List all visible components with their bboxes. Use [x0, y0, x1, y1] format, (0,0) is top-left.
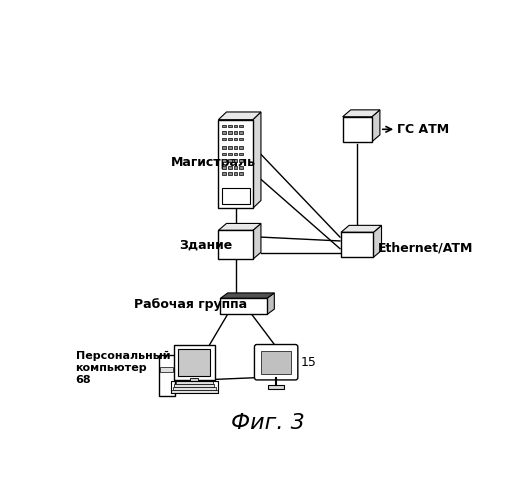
Bar — [240, 160, 243, 162]
Bar — [222, 172, 226, 175]
Text: Рабочая группа: Рабочая группа — [134, 298, 247, 311]
Text: Магистраль: Магистраль — [170, 156, 256, 168]
Bar — [178, 349, 210, 376]
Bar — [222, 124, 226, 128]
Text: ГС АТМ: ГС АТМ — [397, 123, 449, 136]
Bar — [228, 153, 232, 156]
Bar — [174, 384, 214, 387]
Bar — [268, 384, 285, 389]
Polygon shape — [219, 224, 261, 230]
Bar — [240, 166, 243, 168]
Bar — [222, 153, 226, 156]
Bar — [234, 160, 237, 162]
Bar — [234, 138, 237, 140]
Bar — [219, 120, 253, 208]
Bar — [176, 382, 213, 384]
Bar — [222, 188, 249, 204]
Bar — [222, 166, 226, 168]
Polygon shape — [372, 110, 380, 142]
Bar — [158, 356, 175, 396]
Text: Ethernet/ATM: Ethernet/ATM — [378, 242, 473, 254]
Bar — [174, 345, 214, 380]
Bar — [234, 131, 237, 134]
Bar — [228, 146, 232, 149]
Bar — [234, 146, 237, 149]
Bar — [240, 146, 243, 149]
Bar — [234, 124, 237, 128]
Bar — [219, 230, 253, 259]
Polygon shape — [253, 112, 261, 208]
Bar — [240, 131, 243, 134]
Bar — [190, 378, 198, 382]
Polygon shape — [343, 110, 380, 117]
Polygon shape — [267, 293, 275, 314]
Bar — [228, 172, 232, 175]
Text: Фиг. 3: Фиг. 3 — [231, 414, 305, 434]
Bar — [228, 166, 232, 168]
Bar — [171, 382, 218, 393]
Bar — [171, 390, 218, 393]
Polygon shape — [341, 226, 382, 232]
Bar — [228, 131, 232, 134]
Bar — [222, 131, 226, 134]
Bar — [234, 153, 237, 156]
Text: Здание: Здание — [179, 238, 232, 252]
Polygon shape — [373, 226, 382, 258]
Bar — [240, 124, 243, 128]
Bar — [160, 367, 173, 372]
Bar — [343, 117, 372, 142]
Text: Персональный
компьютер
68: Персональный компьютер 68 — [75, 352, 170, 384]
Polygon shape — [219, 112, 261, 120]
Bar — [173, 387, 216, 390]
Bar — [234, 166, 237, 168]
Bar — [234, 172, 237, 175]
Bar — [222, 160, 226, 162]
Text: 15: 15 — [300, 356, 316, 368]
Bar — [240, 153, 243, 156]
FancyBboxPatch shape — [255, 344, 298, 380]
Polygon shape — [253, 224, 261, 259]
Bar — [222, 138, 226, 140]
Bar — [240, 138, 243, 140]
Bar — [240, 172, 243, 175]
Bar — [261, 350, 291, 374]
Bar — [220, 298, 267, 314]
Bar — [228, 138, 232, 140]
Bar — [341, 232, 373, 258]
Bar — [228, 124, 232, 128]
Bar — [228, 160, 232, 162]
Polygon shape — [220, 293, 275, 298]
Bar — [222, 146, 226, 149]
